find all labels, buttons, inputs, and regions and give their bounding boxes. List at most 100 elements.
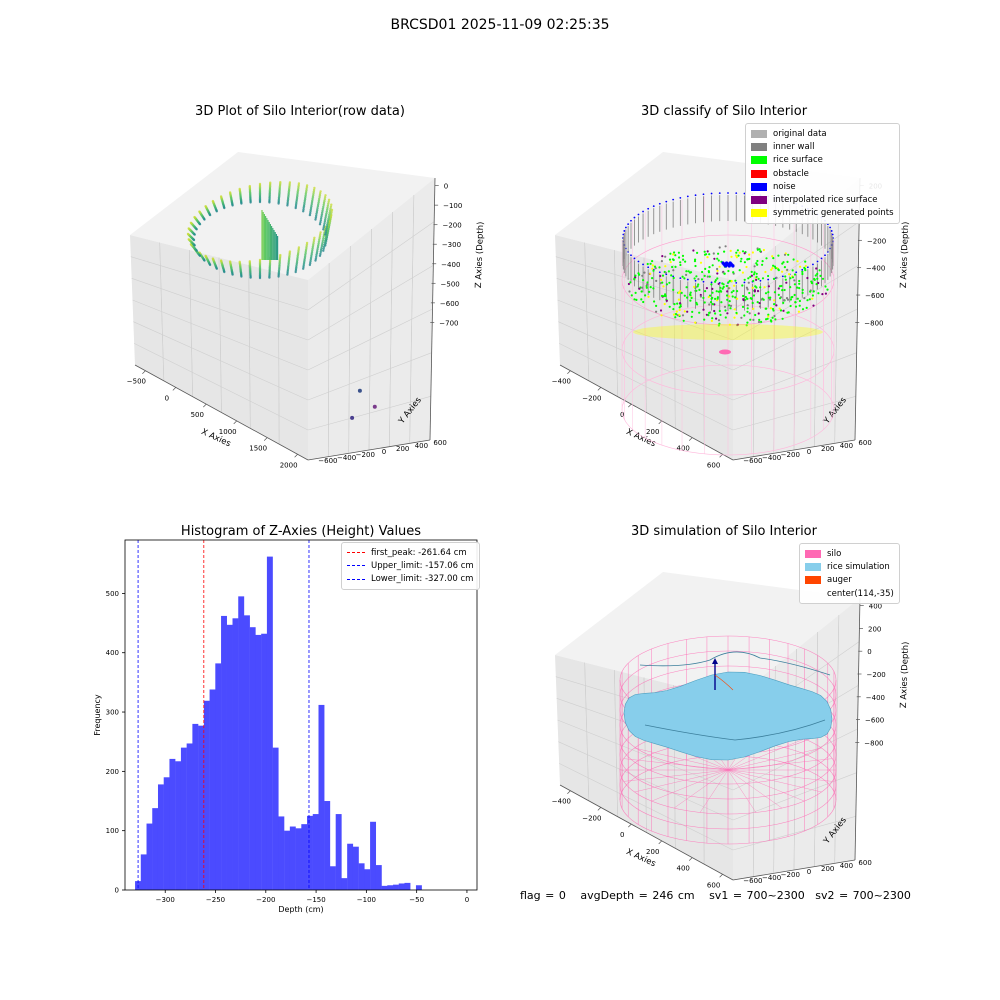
p2-surface-point (698, 288, 701, 291)
p1-cloud-point (327, 215, 331, 218)
p2-surface-point (786, 298, 790, 301)
p1-cloud-point (312, 240, 315, 243)
p2-surface-point (741, 284, 744, 287)
p1-cloud-point (315, 251, 319, 255)
p2-surface-point (767, 315, 770, 318)
p2-surface-point (716, 257, 719, 260)
p1-cloud-point (318, 238, 321, 242)
p4-legend-label: center(114,-35) (827, 588, 894, 599)
p1-cloud-point (317, 199, 321, 202)
p1-x-tick (203, 403, 207, 408)
p1-cloud-point (326, 221, 329, 224)
p2-surface-point (783, 299, 786, 302)
p2-surface-point (681, 275, 684, 278)
p2-surface-point (675, 310, 678, 313)
p2-surface-point (717, 319, 721, 322)
p2-surface-point (696, 251, 699, 254)
p1-cloud-point (322, 249, 325, 252)
p2-surface-point (734, 279, 737, 282)
p2-noise-point (702, 193, 705, 196)
p2-surface-point (729, 307, 732, 310)
p2-surface-point (664, 271, 667, 274)
p2-legend-label: noise (773, 181, 796, 192)
p1-y-tick-label: 200 (396, 445, 409, 453)
p1-x-tick-label: 0 (165, 394, 169, 402)
p4-silo-floor-spoke (727, 769, 757, 813)
p2-surface-point (785, 281, 788, 284)
p1-z-tick-label: −700 (439, 319, 458, 327)
p2-surface-point (815, 267, 818, 270)
p2-surface-point (806, 276, 809, 280)
p2-surface-point (781, 262, 784, 265)
p2-surface-point (758, 302, 761, 305)
p1-cloud-point (324, 239, 327, 243)
p1-cloud-point (325, 210, 328, 213)
p2-noise-point (830, 230, 833, 232)
p1-z-tick-label: −100 (443, 202, 462, 210)
p2-surface-point (737, 254, 740, 257)
p2-surface-point (694, 321, 697, 324)
p2-surface-point (826, 288, 829, 291)
p3-histogram-bar (393, 884, 399, 890)
p3-histogram-bar (415, 885, 422, 890)
p2-surface-point (669, 261, 672, 264)
p2-surface-point (743, 278, 746, 281)
p2-legend-entry: obstacle (751, 167, 894, 180)
p1-cloud-point (323, 241, 327, 244)
p2-surface-point (649, 262, 652, 265)
status-line: flag = 0 avgDepth = 246 cm sv1 = 700~230… (520, 889, 921, 902)
p2-legend-swatch (751, 169, 767, 178)
p1-x-tick-label: 1000 (219, 428, 237, 436)
p1-cloud-point (305, 241, 309, 245)
p3-histogram-bar (198, 725, 205, 890)
p1-cloud-point (312, 192, 315, 195)
p2-surface-point (751, 251, 754, 254)
p3-histogram-bar (335, 814, 342, 890)
p2-surface-point (665, 283, 669, 286)
p2-noise-point (694, 279, 697, 282)
p2-surface-point (782, 301, 785, 304)
p2-surface-point (679, 290, 682, 293)
p2-surface-point (696, 285, 699, 288)
p2-surface-point (725, 294, 729, 297)
p4-pane-back (555, 572, 860, 700)
p1-cloud-point (316, 207, 319, 210)
p4-y-tick-label: −600 (743, 877, 762, 885)
p1-cloud-point (329, 207, 332, 210)
p1-cloud-point (317, 203, 320, 206)
p1-grid-line (389, 211, 393, 447)
p2-surface-point (670, 274, 673, 277)
p2-noise-point (633, 257, 636, 260)
p2-grid-line (793, 228, 797, 451)
p2-surface-point (702, 308, 705, 311)
p2-surface-point (736, 297, 739, 300)
p1-cloud-point (326, 208, 329, 211)
p2-surface-point (799, 265, 802, 268)
p2-legend-swatch (751, 142, 767, 151)
p2-surface-point (790, 296, 793, 299)
p1-cloud-point (323, 198, 326, 201)
p2-surface-point (773, 265, 776, 268)
p1-cloud-point (322, 224, 326, 227)
p2-surface-point (786, 268, 789, 271)
p1-cloud-point (329, 205, 333, 208)
p4-auger-trace (714, 674, 734, 691)
p2-surface-point (743, 252, 746, 255)
p1-point-cloud (186, 181, 334, 280)
p2-x-tick-label: −400 (552, 378, 571, 386)
p2-surface-point (655, 304, 658, 307)
p2-surface-point (707, 271, 711, 274)
p1-cloud-point (304, 248, 308, 251)
p1-cloud-point (238, 187, 241, 191)
p2-surface-point (642, 279, 645, 282)
p2-surface-point (712, 252, 715, 255)
p2-surface-point (729, 249, 732, 252)
p2-surface-point (673, 313, 676, 316)
p4-y-tick-label: −400 (762, 874, 781, 882)
p2-noise-point (735, 281, 738, 284)
p1-x-tick-label: 2000 (280, 461, 298, 469)
p2-surface-point (655, 310, 658, 313)
p3-histogram-bar (272, 747, 279, 890)
p2-surface-point (756, 289, 760, 293)
p1-cloud-point (330, 214, 333, 217)
